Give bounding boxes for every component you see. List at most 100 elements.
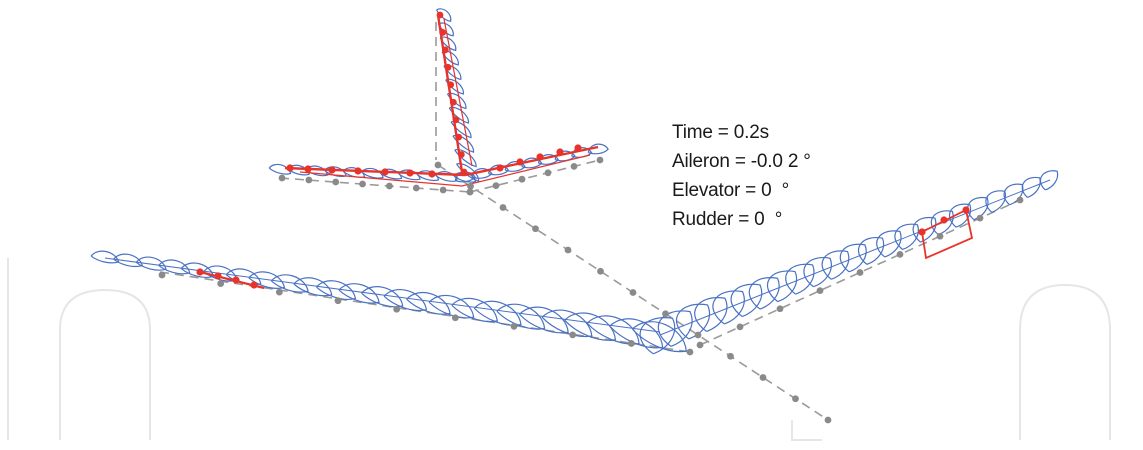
horizontal-tail-rib — [521, 157, 543, 169]
right-wing-node — [696, 341, 704, 349]
horizontal-tail-node — [439, 186, 447, 194]
left-wing-rib — [338, 283, 380, 304]
right-wing-rib — [894, 223, 919, 251]
left-wing-node — [569, 331, 577, 339]
horizontal-tail-rib — [416, 170, 440, 182]
left-wing-rib — [248, 271, 286, 289]
left-wing-node — [686, 348, 694, 356]
right-wing-leading-edge — [659, 179, 1051, 336]
rudder-readout: Rudder = 0 ° — [672, 209, 783, 230]
elevator-highlight-node — [428, 170, 436, 178]
left-wing-rib — [315, 280, 357, 300]
horizontal-tail-rib — [268, 163, 292, 175]
left-wing-node — [275, 288, 283, 296]
right-wing-node — [856, 269, 864, 276]
elevator-highlight-node — [496, 164, 504, 172]
left-wing-node — [334, 297, 342, 305]
airfoil-ribs — [90, 8, 1059, 355]
right-wing-rib — [1003, 183, 1024, 206]
right-wing-rib — [712, 290, 745, 325]
right-wing-rib — [730, 283, 763, 318]
elevator-highlight-node — [406, 169, 414, 177]
fuselage-node — [564, 246, 572, 254]
fuselage-node — [597, 267, 604, 275]
right-wing-rib — [657, 310, 693, 347]
rudder-highlight-trailing — [443, 18, 473, 167]
elevator-highlight-trailing — [299, 154, 591, 187]
horizontal-tail-rib — [471, 168, 493, 179]
right-wing-rib — [803, 256, 832, 288]
left-wing-node — [627, 340, 635, 347]
rudder-highlight-node — [452, 116, 460, 124]
elevator-highlight-node — [328, 166, 336, 174]
rudder-highlight-node — [460, 168, 468, 176]
elevator-highlight-node — [354, 167, 362, 175]
horizontal-tail-node — [386, 182, 393, 190]
horizontal-tail-rib — [504, 161, 526, 172]
horizontal-tail-node — [544, 169, 552, 177]
horizontal-tail-node — [518, 175, 526, 183]
left-wing-rib — [586, 315, 640, 345]
rudder-highlight-node — [455, 133, 463, 141]
right-wing-rib — [766, 270, 797, 303]
left-wing-rib — [383, 288, 428, 312]
rudder-highlight-node — [457, 151, 465, 158]
elevator-highlight-node — [516, 158, 524, 166]
left-wing-rib — [564, 312, 617, 341]
right-wing-rib — [930, 210, 954, 236]
left-aileron-highlight — [199, 270, 265, 290]
right-wing-rib — [912, 216, 937, 243]
horizontal-tail-node — [492, 182, 500, 190]
right-wing-rib — [876, 230, 902, 258]
elevator-highlight-node — [286, 164, 294, 172]
fuselage-node — [434, 161, 442, 169]
simulation-readout: Time = 0.2s Aileron = -0.0 2 ° Elevator … — [672, 118, 811, 234]
right-wing-rib — [676, 303, 710, 340]
elevator-highlight-node — [556, 148, 564, 156]
watermark-logo — [7, 258, 1111, 441]
elevator-highlight-node — [574, 144, 582, 152]
rudder-highlight — [436, 14, 464, 173]
watermark-stroke — [59, 288, 151, 440]
horizontal-tail-node — [359, 180, 366, 188]
horizontal-tail-node — [570, 163, 578, 170]
left-wing-rib — [293, 277, 333, 297]
left-wing-rib — [361, 286, 404, 308]
watermark-stroke — [1019, 283, 1111, 440]
left-wing-rib — [609, 318, 664, 349]
left-wing-rib — [519, 306, 569, 334]
left-wing-node — [217, 280, 225, 287]
left-wing-rib — [406, 291, 451, 315]
fuselage-node — [792, 395, 799, 403]
left-wing-node — [510, 322, 518, 330]
tail-right-reference-line — [469, 159, 601, 193]
right-wing-node — [1016, 196, 1024, 204]
rudder-highlight-node — [436, 11, 444, 19]
elevator-readout: Elevator = 0 ° — [672, 180, 790, 201]
fuselage-node — [759, 374, 767, 381]
left-wing-node — [158, 271, 166, 279]
rudder-highlight-node — [439, 29, 447, 36]
left-wing-rib — [158, 259, 191, 275]
horizontal-tail-node — [332, 178, 340, 186]
left-wing-rib — [631, 321, 687, 353]
left-wing-rib — [428, 294, 475, 319]
elevator-highlight-node — [304, 165, 312, 173]
fuselage-node — [694, 331, 702, 339]
elevator-highlight-node — [381, 168, 389, 176]
right-wing-rib — [639, 317, 676, 355]
right-wing-rib — [949, 203, 972, 228]
horizontal-tail-rib — [487, 164, 510, 176]
right-wing-rib — [821, 250, 850, 280]
right-wing-rib — [1040, 170, 1059, 191]
left-wing-leading-edge — [104, 257, 661, 333]
fuselage-node — [629, 289, 637, 296]
fuselage-node — [467, 182, 474, 190]
time-readout: Time = 0.2s — [672, 122, 769, 143]
horizontal-tail-rib — [361, 167, 384, 179]
rudder-highlight-node — [447, 81, 455, 89]
left-wing-rib — [473, 300, 522, 326]
horizontal-tail-rib — [587, 143, 609, 155]
